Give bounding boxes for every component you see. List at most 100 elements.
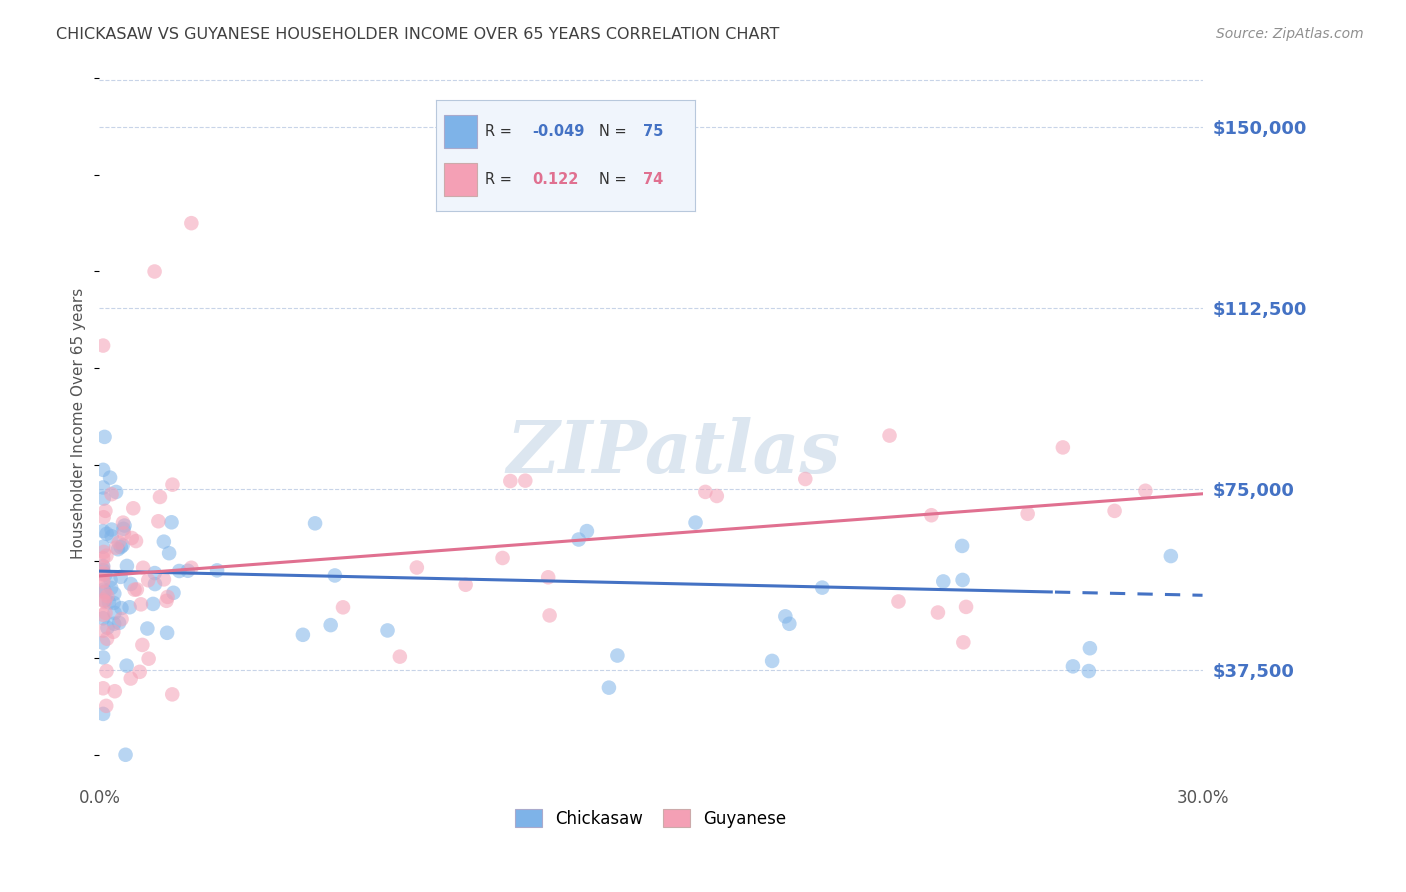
Point <box>91 574 114 588</box>
Point <box>103 616 125 631</box>
Point <box>94 606 117 620</box>
Point <box>100 581 122 595</box>
Point <box>499 474 522 488</box>
Point <box>110 540 132 554</box>
Point <box>91 566 114 580</box>
Point <box>811 581 834 595</box>
Point <box>91 338 114 352</box>
Point <box>93 593 115 607</box>
Point <box>91 574 114 589</box>
Text: Source: ZipAtlas.com: Source: ZipAtlas.com <box>1216 27 1364 41</box>
Point <box>104 684 127 698</box>
Point <box>304 516 326 531</box>
Point <box>103 596 125 610</box>
Point <box>93 582 115 597</box>
Point <box>149 490 172 504</box>
Point <box>110 601 132 615</box>
Point <box>405 560 427 574</box>
Point <box>93 510 115 524</box>
Point <box>143 264 166 278</box>
Point <box>91 624 114 638</box>
Point <box>143 577 166 591</box>
Point <box>118 600 141 615</box>
Point <box>180 560 202 574</box>
Point <box>94 567 117 582</box>
Point <box>103 587 125 601</box>
Point <box>148 514 170 528</box>
Point <box>105 485 128 500</box>
Point <box>96 632 118 646</box>
Point <box>180 216 202 230</box>
Point <box>94 504 117 518</box>
Text: ZIPatlas: ZIPatlas <box>506 417 841 488</box>
Point <box>323 568 346 582</box>
Point <box>319 618 342 632</box>
Point <box>111 516 134 530</box>
Point <box>91 540 114 554</box>
Point <box>103 624 125 639</box>
Point <box>128 665 150 679</box>
Point <box>515 474 537 488</box>
Point <box>920 508 942 523</box>
Point <box>94 585 117 599</box>
Point <box>91 524 114 538</box>
Point <box>1077 664 1099 678</box>
Point <box>91 558 114 573</box>
Point <box>105 541 128 555</box>
Point <box>108 535 131 549</box>
Point <box>125 534 148 549</box>
Point <box>575 524 598 538</box>
Point <box>91 563 114 577</box>
Point <box>167 564 190 578</box>
Point <box>706 489 728 503</box>
Point <box>98 595 121 609</box>
Point <box>887 594 910 608</box>
Point <box>775 609 797 624</box>
Point <box>538 608 561 623</box>
Point <box>112 522 135 536</box>
Point <box>93 545 115 559</box>
Point <box>91 567 114 582</box>
Point <box>454 578 477 592</box>
Point <box>131 638 153 652</box>
Point <box>388 649 411 664</box>
Point <box>91 480 114 494</box>
Point <box>98 470 121 484</box>
Point <box>177 564 200 578</box>
Point <box>1160 549 1182 563</box>
Point <box>927 606 949 620</box>
Point <box>1135 483 1157 498</box>
Point <box>96 664 118 678</box>
Point <box>125 582 148 597</box>
Point <box>132 560 155 574</box>
Point <box>91 607 114 622</box>
Point <box>160 516 183 530</box>
Point <box>124 582 146 597</box>
Point <box>952 635 974 649</box>
Point <box>96 589 118 603</box>
Point <box>94 595 117 609</box>
Y-axis label: Householder Income Over 65 years: Householder Income Over 65 years <box>72 288 86 559</box>
Point <box>96 698 118 713</box>
Point <box>136 573 159 587</box>
Point <box>156 625 179 640</box>
Point <box>537 570 560 584</box>
Point <box>1017 507 1039 521</box>
Point <box>153 573 176 587</box>
Point <box>155 594 177 608</box>
Point <box>1104 504 1126 518</box>
Point <box>91 551 114 566</box>
Point <box>110 612 132 626</box>
Point <box>162 477 184 491</box>
Point <box>778 616 800 631</box>
Point <box>162 687 184 701</box>
Point <box>96 621 118 635</box>
Point <box>121 531 143 545</box>
Point <box>568 533 591 547</box>
Point <box>136 622 159 636</box>
Point <box>115 658 138 673</box>
Point <box>91 463 114 477</box>
Text: CHICKASAW VS GUYANESE HOUSEHOLDER INCOME OVER 65 YEARS CORRELATION CHART: CHICKASAW VS GUYANESE HOUSEHOLDER INCOME… <box>56 27 779 42</box>
Point <box>103 606 125 620</box>
Point <box>96 549 118 563</box>
